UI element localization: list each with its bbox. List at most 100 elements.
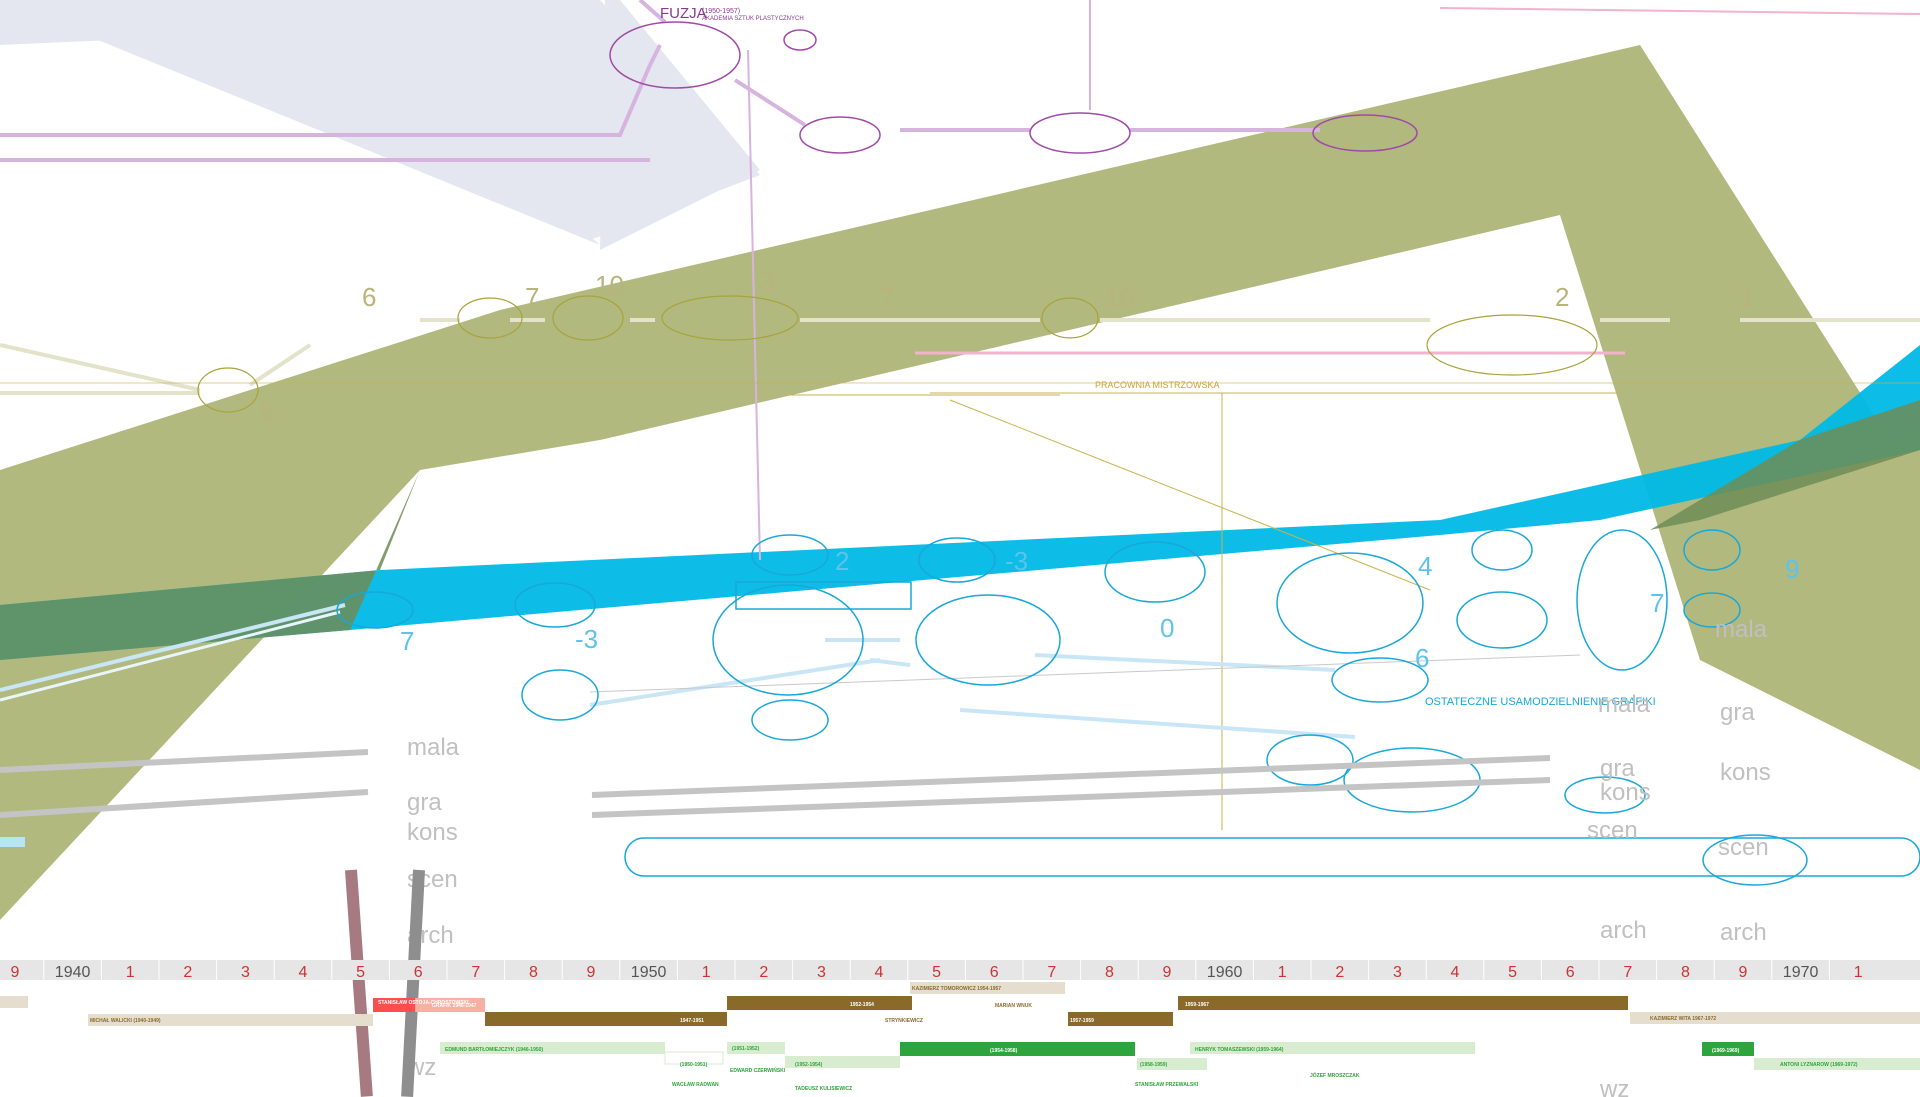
olive-number-n5: 5	[260, 396, 274, 426]
fuzja-subtitle: AKADEMIA SZTUK PLASTYCZNYCH	[702, 16, 804, 22]
gray-word-gra1: gra	[407, 789, 442, 816]
person-label-p1: MICHAŁ WALICKI (1940-1949)	[90, 1018, 161, 1024]
person-label-p9: 1957-1959	[1070, 1018, 1094, 1024]
gray-word-arch3: arch	[1720, 919, 1767, 946]
bar-red-1	[373, 998, 415, 1012]
timeline-year: 5	[356, 964, 365, 981]
person-label-p22: EDWARD CZERWIŃSKI	[730, 1066, 786, 1074]
gray-word-mala1: mala	[407, 734, 460, 761]
gray-word-mala3: mala	[1715, 616, 1768, 643]
blue-number-group: 7 -3 2 -3 0 4 6 7 9	[400, 546, 1799, 673]
people-bars	[0, 982, 1920, 1070]
olive-band	[0, 45, 1920, 920]
timeline-year: 4	[299, 964, 308, 981]
timeline-years: 9 1940 1 2 3 4 5 6 7 8 9 1950 1 2 3 4 5 6 7 8 9 1960 1 2 3 4 5 6 7 8 9…	[11, 960, 1863, 981]
purple-ellipses	[609, 21, 1418, 154]
blue-number-b9: 9	[1785, 554, 1799, 584]
person-label-p4: KAZIMIERZ TOMOROWICZ 1954-1957	[912, 986, 1001, 992]
timeline-year: 2	[183, 964, 192, 981]
timeline-year: 1960	[1207, 964, 1243, 981]
timeline-year: 1940	[55, 964, 91, 981]
blue-ellipses	[336, 529, 1920, 886]
purple-arrows	[0, 0, 1320, 162]
timeline-year: 1	[1854, 964, 1863, 981]
gray-word-kons3: kons	[1600, 779, 1651, 806]
olive-number-n7b: 7	[880, 282, 894, 312]
purple-vertical	[747, 49, 761, 561]
timeline-year: 9	[1739, 964, 1748, 981]
person-label-p19: (1969-1969)	[1712, 1048, 1740, 1054]
person-label-p25: JÓZEF MROSZCZAK	[1310, 1071, 1360, 1079]
timeline-year: 2	[759, 964, 768, 981]
bar-tan-top	[910, 982, 1065, 994]
gray-lines	[0, 749, 1551, 818]
blue-number-b7: 7	[400, 626, 414, 656]
timeline-year: 6	[1566, 964, 1575, 981]
lavender-region-main	[0, 0, 760, 240]
cyan-stub	[0, 837, 25, 847]
person-label-p14: (1951-1952)	[732, 1046, 760, 1052]
bar-tan-left	[0, 996, 28, 1008]
person-label-p10: 1959-1967	[1185, 1002, 1209, 1008]
blue-number-b-3a: -3	[575, 624, 598, 654]
bar-green-5	[1137, 1058, 1207, 1070]
timeline-year: 1	[126, 964, 135, 981]
timeline-year: 7	[1623, 964, 1632, 981]
person-label-p17: (1958-1959)	[1140, 1062, 1168, 1068]
overlap-band-right	[1650, 400, 1920, 530]
bar-green-dark-2	[1702, 1042, 1754, 1056]
pracownia-label: PRACOWNIA MISTRZOWSKA	[1095, 380, 1220, 390]
gray-word-scen3: scen	[1718, 834, 1769, 861]
person-label-p7: MARIAN WNUK	[995, 1003, 1032, 1009]
olive-number-n2: 2	[1555, 282, 1569, 312]
bar-brown-4	[1178, 996, 1628, 1010]
person-label-p6: 1952-1954	[850, 1002, 874, 1008]
bar-green-3	[727, 1042, 785, 1054]
timeline-year: 3	[817, 964, 826, 981]
timeline-year: 5	[1508, 964, 1517, 981]
timeline-year: 1950	[631, 964, 667, 981]
bar-green-1	[440, 1042, 665, 1054]
timeline-year: 9	[587, 964, 596, 981]
person-label-p20: ANTONI LYZNAROW (1969-1972)	[1780, 1062, 1858, 1068]
timeline-year: 9	[11, 964, 20, 981]
person-label-p11: KAZIMIERZ WITA 1967-1972	[1650, 1016, 1716, 1022]
gray-word-mala2: mala	[1598, 691, 1651, 718]
olive-number-n3: 3	[760, 266, 774, 296]
olive-number-n6: 6	[362, 282, 376, 312]
person-label-p23: TADEUSZ KULISIEWICZ	[795, 1086, 852, 1092]
olive-number-n1: 1	[1740, 282, 1754, 312]
olive-ellipses	[197, 295, 1598, 413]
timeline-year: 1	[702, 964, 711, 981]
bar-brown-1	[485, 1012, 727, 1026]
timeline-year: 1	[1278, 964, 1287, 981]
person-label-p13: (1950-1951)	[680, 1062, 708, 1068]
blue-white-arrow	[0, 610, 341, 702]
blue-number-b-3b: -3	[1005, 546, 1028, 576]
blue-number-b0: 0	[1160, 613, 1174, 643]
bar-green-2	[664, 1051, 724, 1065]
person-label-p15: (1952-1954)	[795, 1062, 823, 1068]
timeline-year: 3	[241, 964, 250, 981]
person-label-p3: GRAFIK 1946-1947	[432, 1003, 477, 1009]
cyan-band	[0, 345, 1920, 660]
timeline-year: 7	[1047, 964, 1056, 981]
timeline-year: 5	[932, 964, 941, 981]
person-label-p18: HENRYK TOMASZEWSKI (1959-1964)	[1195, 1047, 1284, 1053]
timeline-year: 1970	[1783, 964, 1819, 981]
gray-bar	[401, 869, 425, 1097]
person-label-p16: (1954-1958)	[990, 1048, 1018, 1054]
timeline-year: 8	[1105, 964, 1114, 981]
person-label-p5: 1947-1951	[680, 1018, 704, 1024]
timeline-year: 2	[1335, 964, 1344, 981]
bar-brown-3	[1068, 1012, 1173, 1026]
person-label-p21: WACŁAW RADWAN	[672, 1082, 719, 1088]
gray-word-scen2: scen	[1587, 817, 1638, 844]
blue-number-b6: 6	[1415, 643, 1429, 673]
blue-number-b2: 2	[835, 546, 849, 576]
olive-number-group: 6 5 7 10 3 7 10 2 1	[260, 266, 1754, 426]
person-label-p12: EDMUND BARTŁOMIEJCZYK (1946-1950)	[445, 1047, 543, 1053]
blue-arrows	[0, 603, 1356, 739]
gray-word-kons2: kons	[1720, 759, 1771, 786]
blue-thin-line	[589, 654, 1581, 693]
